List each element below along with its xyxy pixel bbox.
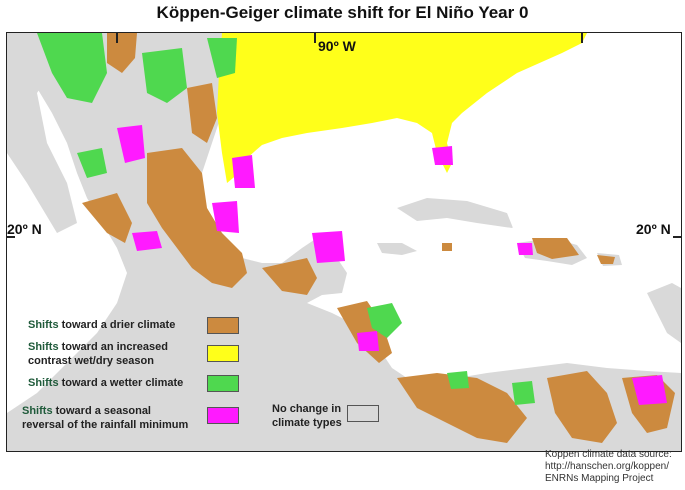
parallel-label-left: 20º N (7, 221, 42, 237)
legend-swatch-no-change (347, 405, 379, 422)
legend-label: toward a seasonal (52, 405, 151, 417)
legend-label-line2: climate types (272, 417, 342, 429)
legend-swatch-drier (207, 317, 239, 334)
legend-label-line2: reversal of the rainfall minimum (22, 419, 189, 431)
region-contrast-us (217, 33, 587, 183)
map-title: Köppen-Geiger climate shift for El Niño … (156, 3, 529, 22)
legend-label-line2: contrast wet/dry season (28, 355, 154, 367)
legend-item-reversal: Shifts toward a seasonal reversal of the… (22, 404, 188, 432)
legend-label: toward a wetter climate (58, 377, 184, 389)
legend-swatch-contrast (207, 345, 239, 362)
region-reversal (117, 125, 667, 405)
legend-keyword: Shifts (28, 377, 59, 389)
legend-keyword: Shifts (28, 319, 59, 331)
meridian-label: 90º W (318, 38, 356, 54)
legend-label: toward an increased (58, 341, 168, 353)
land-no-change (7, 33, 681, 451)
region-wetter (37, 33, 535, 405)
source-line: ENRNs Mapping Project (545, 473, 654, 484)
legend-label: toward a drier climate (58, 319, 176, 331)
source-credit: Koppen climate data source: http://hansc… (545, 449, 672, 485)
legend-keyword: Shifts (22, 405, 53, 417)
legend-swatch-wetter (207, 375, 239, 392)
legend-label: No change in (272, 403, 342, 415)
legend-item-drier: Shifts toward a drier climate (28, 318, 175, 332)
map-canvas (7, 33, 681, 451)
legend-keyword: Shifts (28, 341, 59, 353)
source-line: Koppen climate data source: (545, 449, 672, 460)
legend-item-no-change: No change in climate types (272, 402, 342, 430)
legend-item-wetter: Shifts toward a wetter climate (28, 376, 183, 390)
legend-swatch-reversal (207, 407, 239, 424)
region-drier (82, 33, 675, 443)
parallel-label-right: 20º N (636, 221, 671, 237)
legend-item-contrast: Shifts toward an increased contrast wet/… (28, 340, 168, 368)
climate-map (6, 32, 682, 452)
source-url: http://hanschen.org/koppen/ (545, 461, 669, 472)
